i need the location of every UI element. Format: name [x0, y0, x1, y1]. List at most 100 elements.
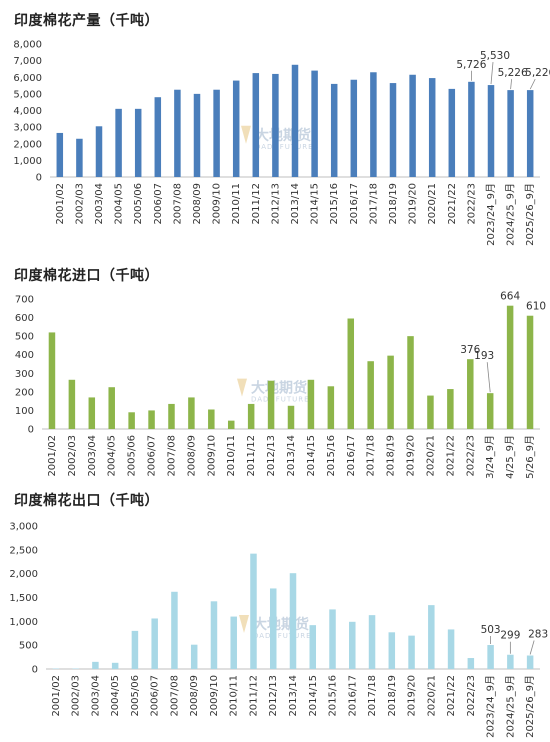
data-label: 664 — [500, 291, 520, 303]
bar — [428, 605, 435, 669]
bar — [134, 108, 142, 177]
x-tick-label: 2024/25_9月 — [504, 675, 516, 738]
bar — [447, 629, 455, 669]
bar — [506, 305, 514, 429]
bar — [193, 93, 201, 177]
x-tick-label: 2009/10 — [209, 675, 220, 717]
bar — [115, 108, 122, 177]
x-tick-label: 2025/26_9月 — [524, 675, 536, 738]
watermark-logo-icon — [239, 614, 249, 633]
y-tick-label: 600 — [15, 313, 34, 324]
x-tick-label: 2016/17 — [349, 183, 360, 225]
x-tick-label: 2018/19 — [386, 435, 397, 477]
x-tick-label: 2010/11 — [231, 183, 242, 225]
x-tick-label: 2012/13 — [266, 435, 277, 477]
bar — [92, 661, 99, 669]
bar — [267, 380, 275, 429]
bar — [289, 573, 297, 669]
bar — [174, 89, 181, 177]
bar — [327, 386, 335, 429]
bar — [349, 621, 356, 669]
bar — [407, 336, 414, 429]
y-tick-label: 2,000 — [13, 139, 42, 150]
bar — [56, 132, 64, 177]
watermark-sub: DADI FUTURES — [251, 396, 315, 404]
x-tick-label: 2014/15 — [310, 183, 321, 225]
x-tick-label: 2001/02 — [55, 183, 66, 225]
bar — [526, 655, 534, 669]
data-label: 503 — [481, 624, 501, 636]
production-chart: 印度棉花产量（千吨） 0 1,000 2,000 3,000 4,000 5,000 6,0… — [0, 0, 550, 246]
x-tick-label: 2020/21 — [426, 675, 437, 717]
bar — [507, 654, 514, 669]
y-tick-label: 0 — [36, 173, 42, 184]
data-label: 610 — [526, 301, 546, 313]
x-tick-label: 2020/21 — [427, 183, 438, 225]
bar — [269, 588, 277, 669]
y-tick-label: 400 — [15, 350, 34, 361]
bar — [108, 387, 115, 429]
x-tick-label: 2012/13 — [270, 183, 281, 225]
bar — [95, 126, 103, 177]
watermark-name: 大地期货 — [251, 380, 307, 397]
bar — [427, 395, 434, 429]
x-tick-label: 2021/22 — [447, 183, 458, 225]
bar — [307, 379, 315, 429]
x-tick-label: 2007/08 — [166, 435, 177, 477]
x-tick-label: 2021/22 — [445, 435, 456, 477]
bar — [88, 397, 96, 429]
bar — [128, 412, 135, 429]
bar — [188, 397, 195, 429]
data-label: 376 — [460, 344, 480, 356]
x-tick-label: 2010/11 — [229, 675, 240, 717]
production-chart-title: 印度棉花产量（千吨） — [14, 13, 159, 29]
x-tick-label: 2001/02 — [47, 435, 58, 477]
x-tick-label: 2002/03 — [67, 435, 78, 477]
label-leader-line — [490, 62, 494, 85]
bar — [447, 389, 454, 429]
bar — [409, 74, 416, 177]
x-tick-label: 2006/07 — [147, 435, 158, 477]
label-leader-line — [510, 79, 512, 90]
bar — [272, 73, 279, 177]
x-tick-label: 4/25_9月 — [504, 435, 516, 479]
y-tick-label: 1,000 — [9, 617, 38, 628]
x-tick-label: 2002/03 — [74, 183, 85, 225]
x-tick-label: 2011/12 — [251, 183, 262, 225]
x-tick-label: 2018/19 — [387, 675, 398, 717]
x-tick-label: 2008/09 — [189, 675, 200, 717]
x-tick-label: 2002/03 — [71, 675, 82, 717]
x-tick-label: 2007/08 — [172, 183, 183, 225]
y-tick-label: 200 — [15, 387, 34, 398]
y-tick-label: 8,000 — [13, 40, 42, 51]
x-tick-label: 2005/06 — [130, 675, 141, 717]
x-tick-label: 2017/18 — [366, 435, 377, 477]
x-tick-label: 2015/16 — [329, 183, 340, 225]
x-tick-label: 2016/17 — [347, 675, 358, 717]
bar — [250, 553, 257, 669]
label-leader-line — [486, 362, 491, 393]
x-tick-label: 2019/20 — [406, 435, 417, 477]
x-tick-label: 2013/14 — [286, 435, 297, 477]
data-label: 5,726 — [456, 59, 486, 71]
y-tick-label: 2,000 — [9, 569, 38, 580]
bar — [252, 73, 260, 177]
bar — [370, 72, 377, 177]
x-tick-label: 2004/05 — [107, 435, 118, 477]
bar — [350, 79, 358, 177]
bar — [208, 409, 215, 429]
bar — [309, 625, 317, 669]
x-tick-label: 2015/16 — [328, 675, 339, 717]
x-tick-label: 2005/06 — [133, 183, 144, 225]
y-tick-label: 6,000 — [13, 73, 42, 84]
bar — [111, 662, 119, 669]
bar — [486, 393, 494, 429]
watermark-sub: DADI FUTURES — [255, 143, 319, 151]
x-tick-label: 2008/09 — [192, 183, 203, 225]
data-label: 5,226 — [498, 67, 528, 79]
y-tick-label: 0 — [32, 665, 38, 676]
x-tick-label: 2011/12 — [248, 675, 259, 717]
